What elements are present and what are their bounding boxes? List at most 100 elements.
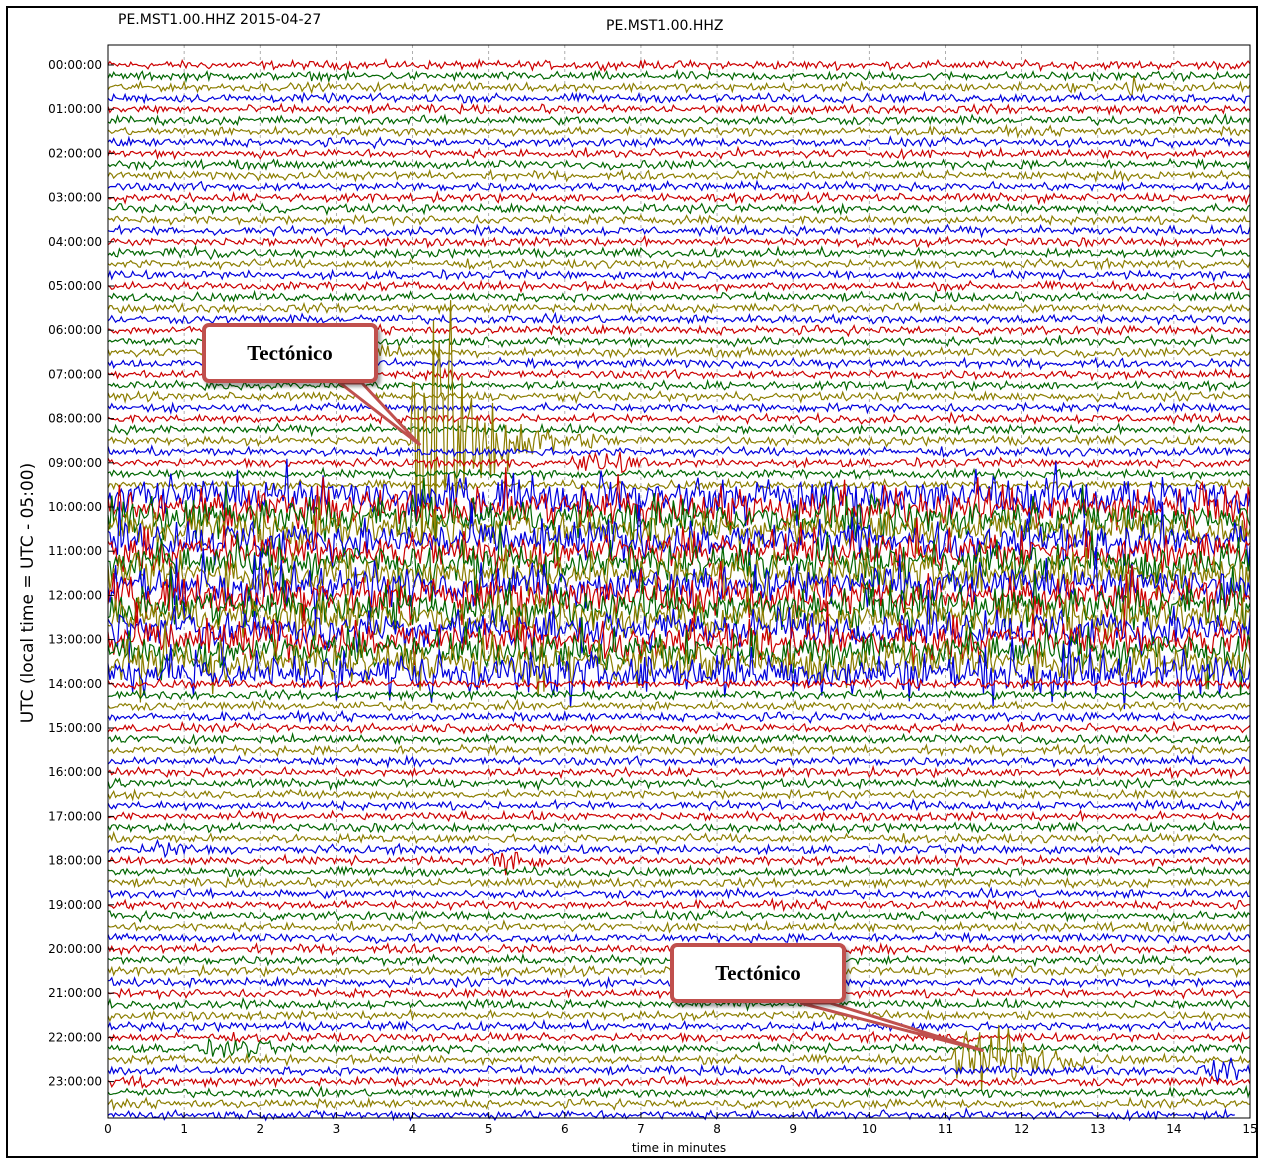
trace-line: [107, 709, 1251, 725]
trace-line: [107, 776, 1251, 792]
trace-line: [107, 731, 1251, 746]
trace-line: [107, 444, 1251, 459]
trace-line: [107, 720, 1251, 735]
trace-line: [107, 919, 1251, 934]
trace-line: [107, 223, 1251, 239]
figure-frame: [6, 6, 1258, 1158]
trace-line: [107, 931, 1251, 946]
trace-line: [107, 1030, 1251, 1045]
trace-line: [107, 1057, 1251, 1083]
event-callout-2: Tectónico: [670, 943, 846, 1003]
y-tick-label: 09:00:00: [48, 456, 102, 470]
station-date-label: PE.MST1.00.HHZ 2015-04-27: [118, 12, 322, 28]
trace-line: [107, 544, 1251, 608]
trace-line: [107, 830, 1251, 846]
y-tick-label: 23:00:00: [48, 1075, 102, 1089]
y-tick-label: 17:00:00: [48, 809, 102, 823]
trace-line: [107, 401, 1251, 415]
trace-line: [107, 809, 1251, 825]
y-tick-label: 08:00:00: [48, 412, 102, 426]
trace-line: [107, 698, 1251, 713]
y-tick-label: 04:00:00: [48, 235, 102, 249]
y-tick-label: 00:00:00: [48, 58, 102, 72]
event-callout-1: Tectónico: [202, 323, 378, 383]
trace-line: [107, 202, 1251, 217]
x-tick-label: 14: [1166, 1122, 1181, 1136]
trace-line: [107, 76, 1251, 98]
trace-line: [107, 112, 1251, 127]
trace-line: [107, 467, 1251, 544]
trace-line: [107, 411, 1251, 426]
trace-line: [107, 145, 1251, 161]
y-tick-label: 02:00:00: [48, 146, 102, 160]
trace-line: [107, 1106, 1235, 1122]
trace-line: [107, 190, 1251, 206]
trace-line: [107, 1084, 1251, 1100]
y-tick-label: 19:00:00: [48, 898, 102, 912]
trace-line: [107, 244, 1251, 261]
trace-line: [107, 897, 1251, 913]
y-tick-label: 14:00:00: [48, 677, 102, 691]
x-tick-label: 4: [409, 1122, 417, 1136]
trace-line: [107, 547, 1251, 621]
trace-line: [107, 565, 1251, 644]
x-tick-label: 10: [862, 1122, 877, 1136]
trace-line: [107, 501, 1251, 568]
y-tick-label: 03:00:00: [48, 191, 102, 205]
trace-line: [107, 788, 1251, 802]
trace-line: [107, 90, 1251, 105]
trace-line: [107, 753, 1251, 769]
y-tick-label: 15:00:00: [48, 721, 102, 735]
y-tick-label: 18:00:00: [48, 854, 102, 868]
y-tick-label: 21:00:00: [48, 986, 102, 1000]
trace-line: [107, 797, 1251, 812]
x-tick-label: 6: [561, 1122, 569, 1136]
trace-line: [107, 102, 1251, 116]
trace-line: [107, 886, 1251, 900]
trace-line: [107, 601, 1251, 666]
trace-line: [107, 764, 1251, 780]
trace-line: [107, 819, 1251, 835]
trace-line: [107, 179, 1251, 194]
y-tick-label: 12:00:00: [48, 588, 102, 602]
trace-line: [107, 390, 1251, 405]
y-tick-label: 11:00:00: [48, 544, 102, 558]
trace-line: [107, 687, 1251, 702]
trace-line: [107, 300, 1251, 552]
x-tick-label: 7: [637, 1122, 645, 1136]
trace-line: [107, 135, 1250, 150]
trace-line: [107, 267, 1251, 283]
trace-line: [107, 451, 1251, 473]
trace-line: [107, 1024, 1251, 1091]
x-tick-label: 15: [1242, 1122, 1257, 1136]
trace-line: [108, 289, 1251, 304]
trace-line: [107, 523, 1251, 607]
trace-line: [107, 636, 1251, 710]
callout-pointer-1: [335, 381, 422, 447]
trace-line: [107, 851, 1251, 876]
y-tick-label: 22:00:00: [48, 1030, 102, 1044]
x-axis-label: time in minutes: [632, 1141, 726, 1155]
callout-pointer-2: [799, 1001, 984, 1053]
trace-line: [107, 876, 1251, 890]
trace-line: [107, 279, 1251, 294]
trace-line: [107, 168, 1251, 184]
plot-area: [107, 44, 1251, 1119]
trace-line: [107, 422, 1251, 438]
trace-line: [107, 466, 1251, 482]
trace-line: [107, 1037, 1251, 1058]
y-tick-label: 16:00:00: [48, 765, 102, 779]
y-tick-label: 13:00:00: [48, 633, 102, 647]
trace-line: [107, 213, 1251, 227]
trace-line: [107, 1018, 1251, 1034]
x-tick-label: 13: [1090, 1122, 1105, 1136]
trace-line: [107, 1008, 1251, 1023]
trace-line: [107, 68, 1251, 84]
trace-line: [107, 234, 1251, 249]
trace-line: [107, 838, 1251, 859]
plot-title: PE.MST1.00.HHZ: [606, 18, 724, 34]
trace-line: [107, 1096, 1251, 1112]
y-tick-label: 05:00:00: [48, 279, 102, 293]
trace-line: [107, 1074, 1251, 1090]
